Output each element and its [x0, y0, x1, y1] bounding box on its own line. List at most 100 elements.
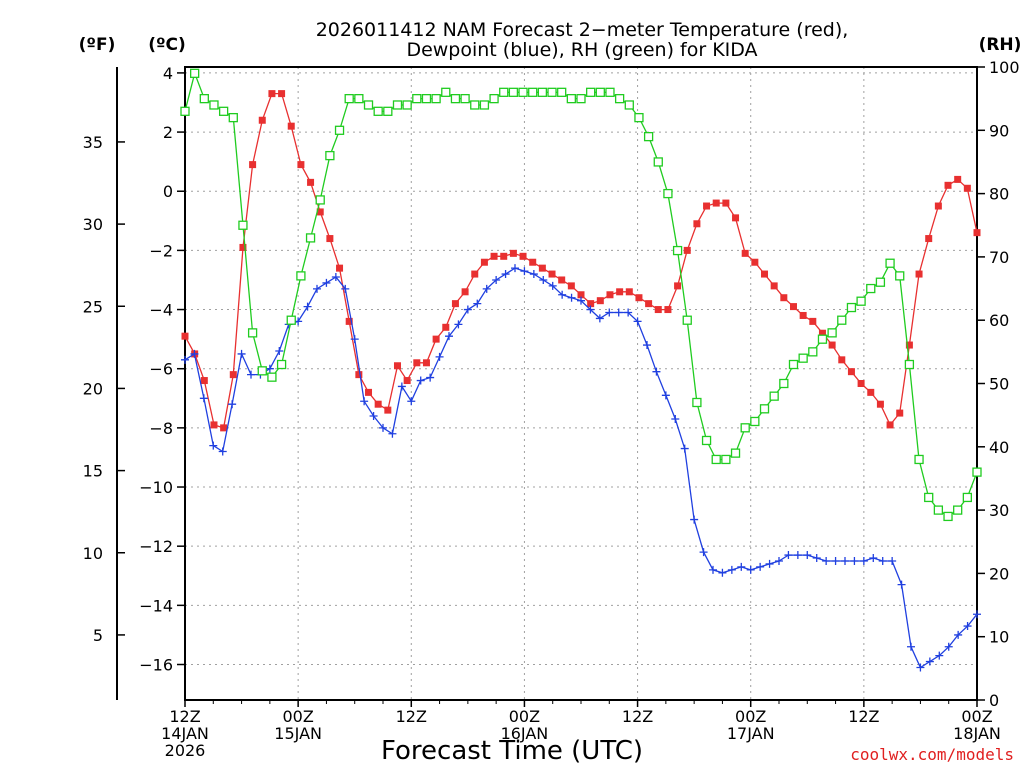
- rh-point: [817, 334, 828, 344]
- temperature-point: [577, 291, 585, 299]
- dewpoint-point: [350, 335, 359, 344]
- temperature-point: [365, 388, 373, 396]
- dewpoint-point: [237, 349, 246, 358]
- dewpoint-point: [765, 559, 774, 568]
- dewpoint-point: [511, 264, 519, 273]
- temperature-point: [316, 208, 324, 216]
- rh-point: [856, 296, 866, 306]
- rh-point: [605, 87, 615, 97]
- dewpoint-point: [426, 373, 435, 382]
- dewpoint-point: [247, 370, 255, 379]
- rh-tick-label: 10: [989, 628, 1009, 647]
- dewpoint-point: [973, 610, 981, 619]
- time-tick-label: 18JAN: [953, 724, 1001, 743]
- rh-point: [441, 87, 451, 97]
- rh-point: [412, 94, 422, 104]
- rh-tick-label: 50: [989, 375, 1009, 394]
- dewpoint-point: [624, 308, 633, 317]
- series-dewpoint: [181, 264, 981, 672]
- rh-point: [692, 397, 702, 408]
- temperature-point: [307, 178, 315, 186]
- dewpoint-point: [369, 412, 378, 421]
- temperature-point: [770, 282, 778, 290]
- temperature-point: [954, 175, 962, 183]
- rh-point: [788, 359, 799, 370]
- rh-point: [798, 353, 808, 363]
- rh-point: [190, 68, 200, 78]
- temperature-point: [973, 229, 981, 237]
- celsius-tick-label: −16: [139, 656, 173, 675]
- temperature-point: [867, 388, 875, 396]
- temperature-point: [712, 199, 720, 207]
- rh-point: [537, 87, 548, 97]
- dewpoint-point: [699, 548, 708, 557]
- dewpoint-point: [963, 622, 972, 631]
- dewpoint-point: [181, 355, 189, 364]
- fahrenheit-tick-label: 10: [83, 544, 103, 563]
- dewpoint-point: [897, 580, 906, 589]
- temperature-point: [181, 332, 189, 340]
- dewpoint-point: [671, 414, 680, 423]
- series-layer: [180, 68, 982, 672]
- dewpoint-point: [822, 556, 831, 565]
- rh-point: [344, 94, 354, 104]
- dewpoint-point: [793, 551, 802, 560]
- rh-point: [199, 94, 209, 104]
- dewpoint-point: [529, 270, 538, 279]
- dewpoint-point: [331, 273, 340, 282]
- temperature-point: [587, 300, 595, 308]
- dewpoint-point: [784, 551, 793, 560]
- dewpoint-point: [709, 565, 717, 574]
- fahrenheit-tick-label: 15: [83, 462, 103, 481]
- temperature-point: [480, 258, 488, 266]
- dewpoint-point: [501, 270, 510, 279]
- time-tick-label: 14JAN: [161, 724, 209, 743]
- rh-point: [643, 131, 654, 142]
- temperature-point: [509, 249, 517, 257]
- dewpoint-point: [850, 556, 859, 565]
- rh-point: [392, 100, 403, 110]
- celsius-tick-label: −2: [149, 241, 173, 260]
- dewpoint-point: [322, 278, 331, 287]
- temperature-point: [780, 294, 788, 302]
- temperature-point: [857, 380, 865, 387]
- credit-text: coolwx.com/models: [850, 745, 1014, 764]
- rh-point: [953, 505, 963, 515]
- rh-point: [750, 416, 760, 427]
- chart-title: 2026011412 NAM Forecast 2−meter Temperat…: [316, 19, 849, 41]
- fahrenheit-tick-label: 20: [83, 379, 103, 398]
- time-tick-label: 17JAN: [727, 724, 775, 743]
- rh-tick-label: 70: [989, 248, 1009, 267]
- dewpoint-point: [360, 397, 369, 406]
- series-temperature: [181, 90, 981, 432]
- time-tick-label: 00Z: [282, 707, 313, 726]
- dewpoint-point: [643, 341, 651, 350]
- dewpoint-point: [492, 275, 501, 284]
- temperature-point: [809, 317, 817, 325]
- temperature-point: [200, 377, 208, 385]
- temperature-point: [963, 184, 971, 192]
- temperature-point: [722, 199, 730, 207]
- rh-point: [334, 125, 345, 135]
- temperature-point: [374, 400, 382, 408]
- dewpoint-point: [944, 642, 953, 651]
- fahrenheit-tick-label: 25: [83, 297, 103, 316]
- rh-point: [489, 94, 499, 104]
- rh-point: [576, 94, 586, 104]
- temperature-point: [210, 421, 218, 429]
- dewpoint-point: [397, 382, 406, 391]
- temperature-point: [355, 371, 363, 379]
- temperature-point: [674, 282, 682, 290]
- temperature-point: [220, 424, 228, 432]
- rh-point: [779, 378, 789, 389]
- rh-point: [518, 87, 528, 97]
- temperature-point: [345, 317, 353, 325]
- celsius-tick-label: −8: [149, 419, 173, 438]
- rh-point: [431, 94, 441, 104]
- temperature-point: [616, 288, 624, 296]
- dewpoint-point: [916, 663, 925, 672]
- time-tick-label: 12Z: [622, 707, 653, 726]
- temperature-point: [751, 258, 759, 266]
- rh-point: [209, 100, 219, 110]
- rh-point: [257, 366, 267, 376]
